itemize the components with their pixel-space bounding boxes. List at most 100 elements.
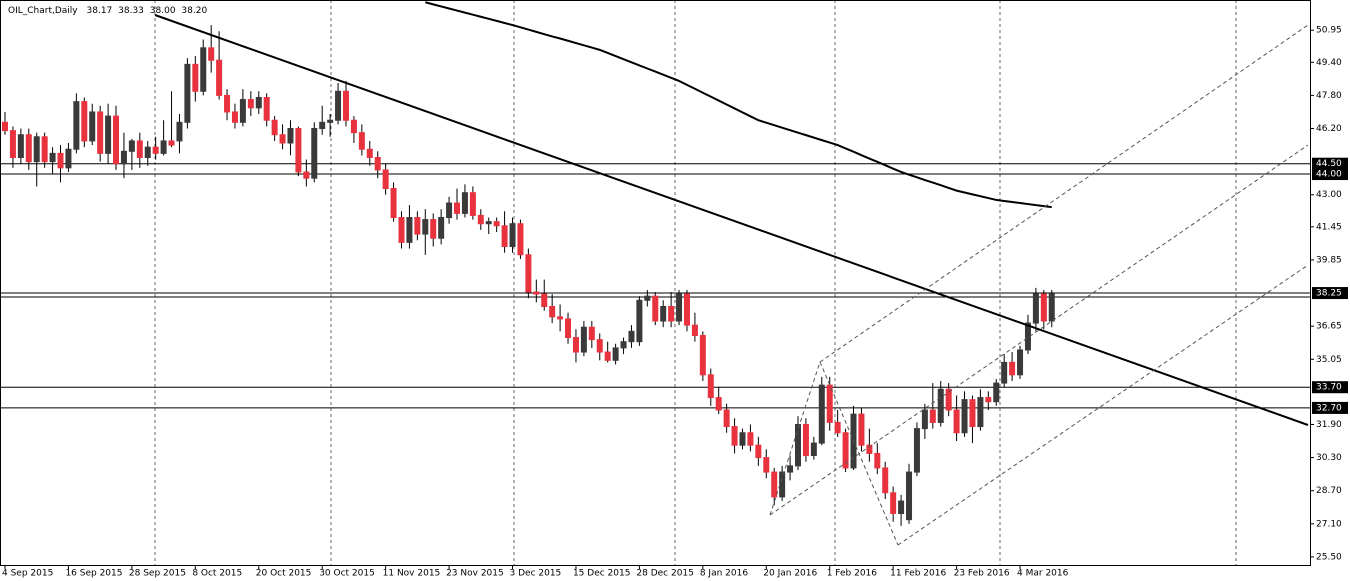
level-label: 33.70	[1316, 383, 1342, 393]
y-tick-label: 50.95	[1316, 26, 1342, 36]
candle-body	[438, 217, 445, 239]
candle-body	[168, 140, 175, 146]
candle-body	[105, 115, 112, 154]
candle-body	[469, 192, 476, 216]
candle-body	[25, 134, 32, 163]
y-tick-label: 47.80	[1316, 91, 1342, 101]
candle-body	[699, 334, 706, 376]
drawings	[154, 14, 1309, 546]
y-tick-label: 31.90	[1316, 420, 1342, 430]
candle-body	[604, 351, 611, 361]
candle-body	[295, 128, 302, 173]
x-tick-label: 11 Feb 2016	[890, 569, 946, 579]
candle-body	[461, 192, 468, 214]
channel-line	[819, 24, 1309, 363]
candle-body	[509, 223, 516, 247]
candle-body	[565, 318, 572, 339]
y-tick-label: 43.00	[1316, 190, 1342, 200]
level-label-box	[1312, 287, 1348, 300]
candle-body	[454, 202, 461, 214]
candle-body	[826, 384, 833, 423]
candle-body	[120, 150, 127, 165]
x-tick-label: 28 Sep 2015	[129, 569, 186, 579]
candle-body	[921, 409, 928, 430]
candle-body	[771, 471, 778, 498]
candle-body	[1032, 293, 1039, 324]
candle-body	[160, 140, 167, 154]
channel-line	[897, 264, 1309, 546]
candle-body	[549, 306, 556, 318]
candle-body	[707, 374, 714, 399]
candle-body	[612, 347, 619, 361]
candle-body	[842, 432, 849, 469]
candle-body	[1024, 322, 1031, 351]
candle-body	[255, 96, 262, 109]
candle-body	[231, 111, 238, 123]
chart-title: OIL_Chart,Daily	[8, 6, 78, 16]
candle-body	[192, 63, 199, 92]
chart-header: OIL_Chart,Daily 38.17 38.33 38.00 38.20	[8, 6, 207, 16]
y-tick-label: 25.50	[1316, 552, 1342, 562]
y-tick-label: 39.85	[1316, 255, 1342, 265]
candles	[2, 1, 1055, 526]
candle-body	[660, 306, 667, 322]
y-tick-label: 49.40	[1316, 58, 1342, 68]
candle-body	[937, 388, 944, 423]
candle-body	[358, 132, 365, 150]
candle-body	[731, 426, 738, 446]
candle-body	[200, 47, 207, 92]
x-tick-label: 30 Oct 2015	[319, 569, 375, 579]
candle-body	[961, 399, 968, 434]
level-label: 44.00	[1316, 170, 1342, 180]
x-tick-label: 23 Nov 2015	[446, 569, 504, 579]
candle-body	[390, 188, 397, 219]
candle-body	[485, 221, 492, 225]
header-value: 38.17	[87, 6, 113, 16]
candle-body	[374, 156, 381, 171]
candle-body	[335, 90, 342, 121]
candle-body	[136, 140, 143, 158]
candle-body	[319, 121, 326, 130]
candle-body	[557, 316, 564, 320]
candle-body	[985, 397, 992, 403]
y-tick-label: 30.30	[1316, 453, 1342, 463]
candle-body	[279, 134, 286, 144]
trendline	[154, 14, 1309, 426]
candle-body	[810, 442, 817, 457]
candle-body	[977, 397, 984, 428]
candle-body	[898, 500, 905, 514]
candle-body	[874, 452, 881, 469]
candle-body	[17, 134, 24, 158]
candle-body	[715, 397, 722, 411]
candle-body	[366, 148, 373, 158]
candle-body	[430, 219, 437, 239]
candle-body	[636, 299, 643, 343]
x-tick-label: 28 Dec 2015	[636, 569, 694, 579]
y-tick-label: 41.45	[1316, 222, 1342, 232]
candle-body	[866, 444, 873, 454]
candle-body	[327, 119, 334, 123]
candle-body	[1009, 361, 1016, 376]
candle-body	[81, 101, 88, 142]
candle-body	[572, 337, 579, 353]
candle-body	[628, 330, 635, 343]
candle-body	[668, 306, 675, 322]
candle-body	[128, 140, 135, 152]
candle-body	[65, 148, 72, 169]
candle-body	[398, 217, 405, 243]
candle-body	[224, 94, 231, 113]
candle-body	[517, 223, 524, 256]
candle-body	[113, 115, 120, 165]
candle-body	[676, 293, 683, 322]
x-tick-label: 8 Jan 2016	[700, 569, 748, 579]
level-label: 32.70	[1316, 403, 1342, 413]
candle-body	[493, 221, 500, 227]
candle-body	[596, 339, 603, 353]
x-tick-label: 11 Nov 2015	[383, 569, 441, 579]
x-tick-label: 16 Sep 2015	[65, 569, 122, 579]
candle-body	[49, 152, 56, 163]
level-label-box	[1312, 157, 1348, 170]
candle-body	[350, 119, 357, 134]
candle-body	[342, 90, 349, 121]
